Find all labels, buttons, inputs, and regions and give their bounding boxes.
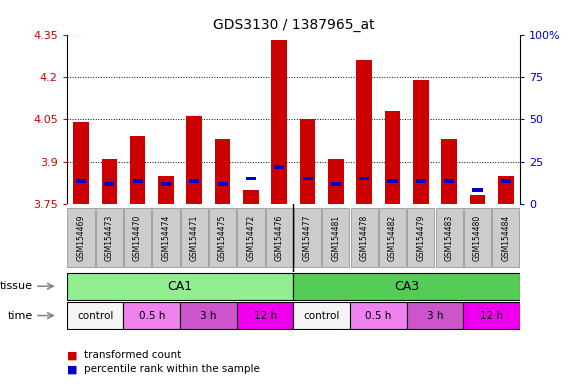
Bar xyxy=(274,166,284,169)
FancyBboxPatch shape xyxy=(293,273,520,300)
FancyBboxPatch shape xyxy=(294,208,321,268)
Bar xyxy=(246,177,256,180)
Text: ■: ■ xyxy=(67,364,77,374)
Text: GSM154472: GSM154472 xyxy=(246,215,256,261)
Text: GSM154469: GSM154469 xyxy=(77,215,85,261)
Bar xyxy=(73,122,89,204)
Bar xyxy=(187,116,202,204)
FancyBboxPatch shape xyxy=(67,302,123,329)
FancyBboxPatch shape xyxy=(350,208,378,268)
Text: GSM154477: GSM154477 xyxy=(303,215,312,261)
Text: GSM154474: GSM154474 xyxy=(162,215,170,261)
Text: GSM154471: GSM154471 xyxy=(190,215,199,261)
Bar xyxy=(472,188,483,192)
Bar xyxy=(271,40,287,204)
FancyBboxPatch shape xyxy=(492,208,519,268)
FancyBboxPatch shape xyxy=(237,302,293,329)
FancyBboxPatch shape xyxy=(123,302,180,329)
Title: GDS3130 / 1387965_at: GDS3130 / 1387965_at xyxy=(213,18,374,32)
Bar xyxy=(442,139,457,204)
Text: percentile rank within the sample: percentile rank within the sample xyxy=(84,364,260,374)
FancyBboxPatch shape xyxy=(180,302,237,329)
Text: transformed count: transformed count xyxy=(84,350,181,360)
Text: GSM154473: GSM154473 xyxy=(105,215,114,261)
Bar xyxy=(388,179,397,183)
Bar xyxy=(331,182,341,186)
FancyBboxPatch shape xyxy=(124,208,151,268)
Text: CA1: CA1 xyxy=(167,280,193,293)
Text: GSM154478: GSM154478 xyxy=(360,215,369,261)
Text: GSM154475: GSM154475 xyxy=(218,215,227,261)
FancyBboxPatch shape xyxy=(436,208,463,268)
Bar xyxy=(328,159,344,204)
Bar xyxy=(215,139,231,204)
Text: GSM154483: GSM154483 xyxy=(444,215,454,261)
Text: control: control xyxy=(77,311,113,321)
Bar xyxy=(359,177,370,180)
Bar xyxy=(416,179,426,183)
Text: control: control xyxy=(303,311,340,321)
Text: time: time xyxy=(8,311,33,321)
FancyBboxPatch shape xyxy=(67,273,293,300)
Text: GSM154479: GSM154479 xyxy=(417,215,425,261)
Bar xyxy=(243,190,259,204)
FancyBboxPatch shape xyxy=(464,208,491,268)
Text: ■: ■ xyxy=(67,350,77,360)
Bar xyxy=(413,80,429,204)
Text: CA3: CA3 xyxy=(394,280,419,293)
Bar xyxy=(102,159,117,204)
FancyBboxPatch shape xyxy=(407,208,435,268)
Bar xyxy=(356,60,372,204)
Text: GSM154480: GSM154480 xyxy=(473,215,482,261)
Bar xyxy=(217,182,228,186)
Text: GSM154482: GSM154482 xyxy=(388,215,397,261)
Text: GSM154484: GSM154484 xyxy=(501,215,510,261)
FancyBboxPatch shape xyxy=(181,208,208,268)
FancyBboxPatch shape xyxy=(293,302,350,329)
FancyBboxPatch shape xyxy=(322,208,350,268)
FancyBboxPatch shape xyxy=(67,208,95,268)
Text: 12 h: 12 h xyxy=(253,311,277,321)
FancyBboxPatch shape xyxy=(350,302,407,329)
Bar xyxy=(385,111,400,204)
Bar xyxy=(189,179,199,183)
Bar xyxy=(158,175,174,204)
FancyBboxPatch shape xyxy=(96,208,123,268)
FancyBboxPatch shape xyxy=(266,208,293,268)
Bar xyxy=(469,195,485,204)
Bar xyxy=(303,177,313,180)
Bar xyxy=(130,136,145,204)
FancyBboxPatch shape xyxy=(237,208,264,268)
FancyBboxPatch shape xyxy=(464,302,520,329)
Text: 3 h: 3 h xyxy=(200,311,217,321)
FancyBboxPatch shape xyxy=(152,208,180,268)
FancyBboxPatch shape xyxy=(407,302,464,329)
Text: tissue: tissue xyxy=(0,281,33,291)
Text: GSM154476: GSM154476 xyxy=(275,215,284,261)
Text: 0.5 h: 0.5 h xyxy=(139,311,165,321)
Bar xyxy=(76,179,86,183)
Text: GSM154470: GSM154470 xyxy=(133,215,142,261)
Bar xyxy=(444,179,454,183)
Bar xyxy=(104,182,114,186)
Bar xyxy=(501,179,511,183)
Bar xyxy=(161,182,171,186)
Bar xyxy=(132,179,143,183)
Text: 0.5 h: 0.5 h xyxy=(365,311,392,321)
Text: 12 h: 12 h xyxy=(480,311,503,321)
Bar xyxy=(498,175,514,204)
Bar xyxy=(300,119,315,204)
FancyBboxPatch shape xyxy=(379,208,406,268)
FancyBboxPatch shape xyxy=(209,208,236,268)
Text: 3 h: 3 h xyxy=(427,311,443,321)
Text: GSM154481: GSM154481 xyxy=(331,215,340,261)
